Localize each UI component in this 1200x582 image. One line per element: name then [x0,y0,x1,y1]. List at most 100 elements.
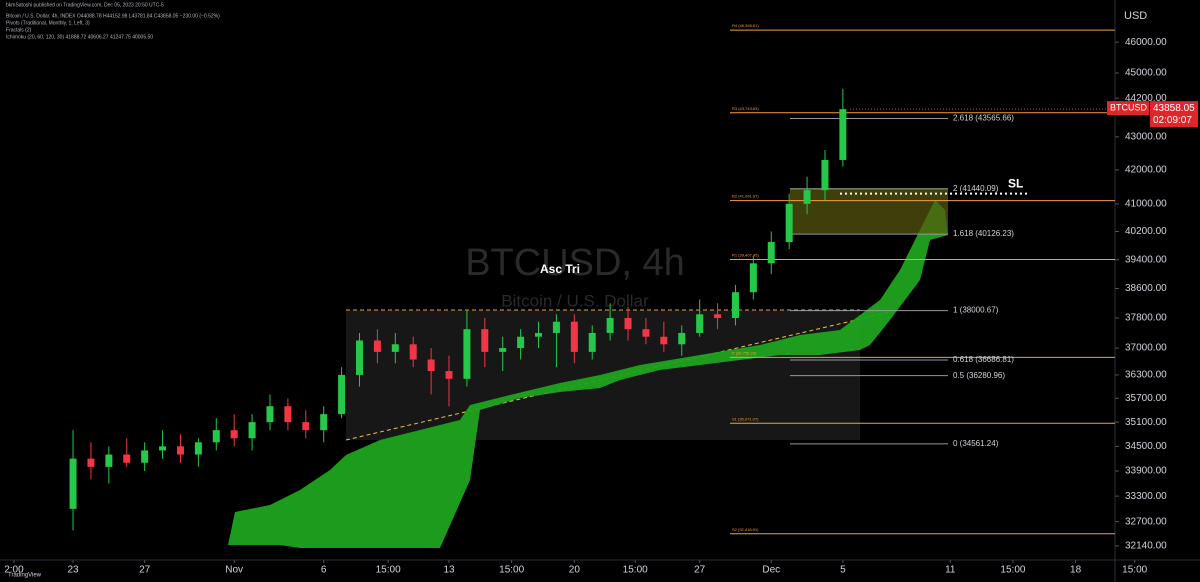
candle-body [463,329,471,379]
pivot-label: R1 (39,407.45) [732,253,759,258]
candle-body [696,314,704,333]
ichimoku-cloud [228,200,948,548]
candle-body [159,446,167,451]
symbol-tag-label: BTCUSD [1110,103,1148,113]
watermark-symbol: BTCUSD, 4h [465,242,685,284]
y-tick-label: 46000.00 [1125,37,1167,48]
candle-body [176,446,184,455]
y-tick-label: 34500.00 [1125,441,1167,452]
candle-body [373,340,381,352]
candle-body [105,454,113,467]
y-tick-label: 37000.00 [1125,343,1167,354]
y-tick-label: 40200.00 [1125,226,1167,237]
annotation: Asc Tri [540,262,580,276]
y-tick-label: 42000.00 [1125,165,1167,176]
y-tick-label: 32700.00 [1125,516,1167,527]
candle-body [624,318,632,330]
candle-body [338,374,346,415]
y-tick-label: 32140.00 [1125,541,1167,552]
triangle-support [345,311,891,441]
indicator: Pivots (Traditional, Monthly, 1, Left, 3… [6,20,90,26]
y-tick-label: 39400.00 [1125,254,1167,265]
y-tick-label: 33300.00 [1125,491,1167,502]
candle-body [660,336,668,345]
candle-body [391,344,399,352]
fib-label: 1 (38000.67) [953,306,999,315]
y-tick-label: 35700.00 [1125,393,1167,404]
x-tick-label: 23 [67,565,79,576]
candle-body [445,371,453,379]
y-tick-label: 37800.00 [1125,313,1167,324]
y-tick-label: 33900.00 [1125,466,1167,477]
candle-body [785,203,793,243]
x-tick-label: 15:00 [1000,565,1025,576]
candle-body [284,406,292,423]
fib-label: 0 (34561.24) [953,439,999,448]
x-tick-label: 18 [1070,565,1082,576]
pivot-label: R4 (46,395.61) [732,23,759,28]
y-tick-label: 41000.00 [1125,198,1167,209]
price-tag [1150,101,1198,128]
x-tick-label: 27 [694,565,706,576]
candle-body [302,422,310,431]
indicator: Ichimoku (20, 60, 120, 30) 41888.72 4060… [6,34,153,40]
pivot-label: S1 (35,071.07) [732,416,759,421]
x-tick-label: 2:00 [4,565,24,576]
symbol-line: Bitcoin / U.S. Dollar, 4h, INDEX O44088.… [6,13,220,19]
candle-body [355,340,363,375]
currency: USD [1124,10,1147,22]
indicator: Fractals (2) [6,27,32,33]
candle-body [409,344,417,360]
candle-body [266,406,274,423]
candle-body [194,442,202,455]
y-tick-label: 36300.00 [1125,370,1167,381]
candle-body [642,329,650,337]
candle-body [69,458,77,509]
footer: TradingView [8,573,42,579]
candle-body [427,359,435,372]
fib-label: 2.618 (43565.66) [953,114,1014,123]
pivot-label: R2 (41,091.67) [732,194,759,199]
fib-zone [790,188,948,234]
price-tag-label: 43858.05 [1153,103,1195,114]
fib-label: 0.5 (36280.96) [953,371,1005,380]
candle-body [731,292,739,319]
fib-label: 2 (41440.09) [953,184,999,193]
y-tick-label: 35100.00 [1125,417,1167,428]
x-tick-label: 15:00 [1122,565,1147,576]
x-tick-label: 15:00 [376,565,401,576]
x-tick-label: 27 [139,565,151,576]
x-tick-label: 15:00 [499,565,524,576]
candle-body [481,329,489,352]
candle-body [588,332,596,352]
x-tick-label: 20 [569,565,581,576]
x-tick-label: 5 [840,565,846,576]
stop-loss-label: SL [1008,177,1023,191]
x-tick-label: 15:00 [623,565,648,576]
candle-body [248,422,256,439]
candle-body [499,348,507,352]
pivot-label: S2 (32,418.91) [732,527,759,532]
symbol-tag [1107,101,1149,116]
fib-label: 1.618 (40126.23) [953,229,1014,238]
x-tick-label: Dec [762,565,780,576]
countdown-label: 02:09:07 [1153,115,1192,126]
y-tick-label: 38600.00 [1125,283,1167,294]
x-tick-label: 11 [945,565,956,576]
candle-body [87,458,95,467]
candle-body [767,242,775,264]
candle-body [535,332,543,337]
pivot-label: R3 (43,743.83) [732,106,759,111]
candle-body [552,321,560,333]
candle-body [517,336,525,349]
y-tick-label: 45000.00 [1125,68,1167,79]
candle-body [141,450,149,463]
candle-body [749,263,757,293]
x-tick-label: 6 [321,565,327,576]
candle-body [714,314,722,319]
candle-body [839,109,847,160]
y-tick-label: 44200.00 [1125,93,1167,104]
candle-body [123,454,131,463]
